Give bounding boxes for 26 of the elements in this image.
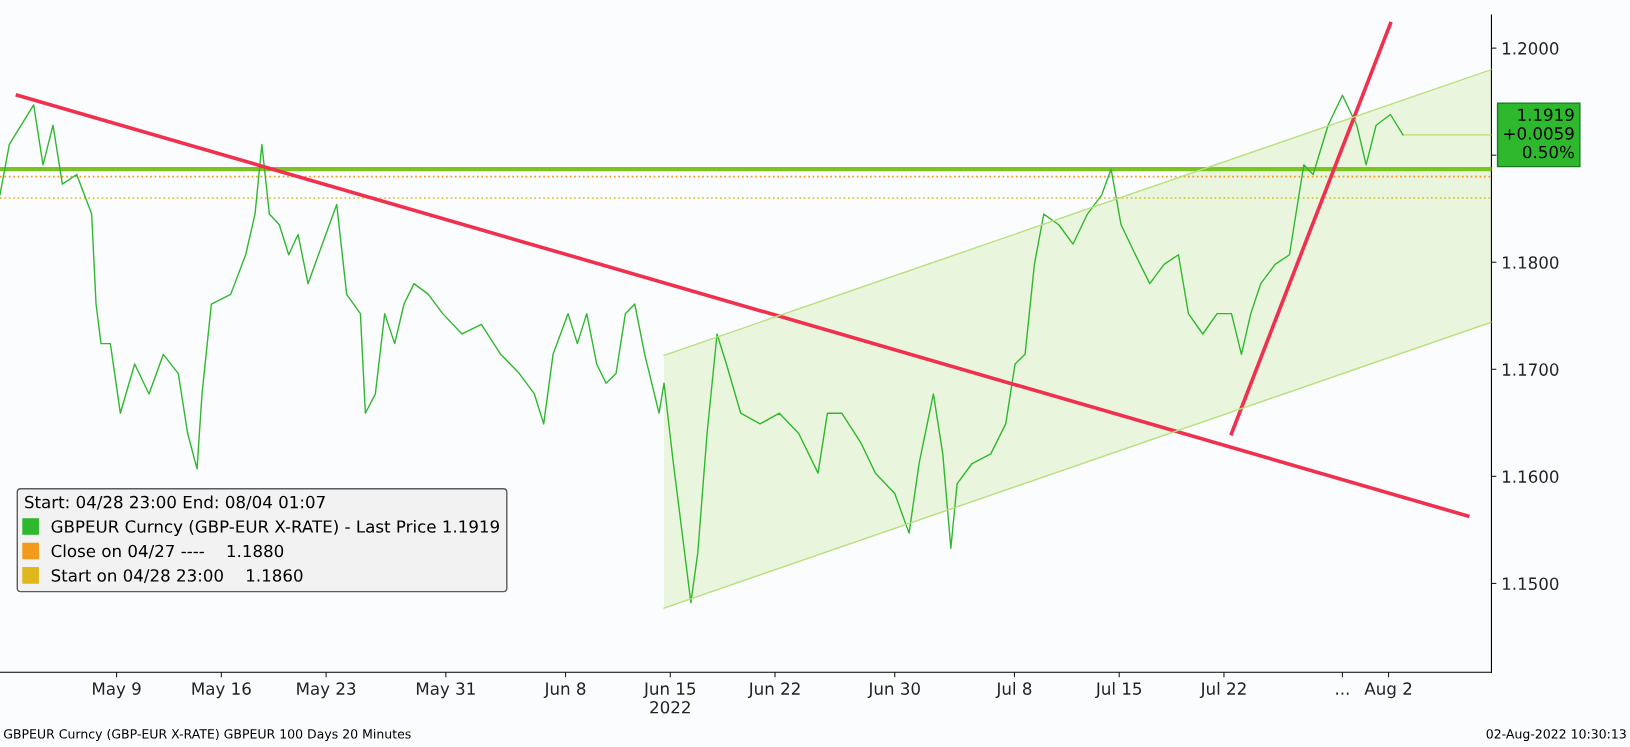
x-tick-label: Jul 22 <box>1199 682 1246 699</box>
legend-label: Start on 04/28 23:00 1.1860 <box>51 569 303 584</box>
y-tick-label: 1.2000 <box>1503 42 1559 55</box>
line-series <box>0 94 1404 604</box>
x-tick-label: Jun 8 <box>543 682 586 699</box>
x-tick-label: ... <box>1336 692 1349 695</box>
legend-label: Close on 04/27 ---- 1.1880 <box>51 544 284 559</box>
x-tick-label: May 16 <box>192 682 251 699</box>
x-tick-label: May 23 <box>297 682 356 699</box>
legend-label: GBPEUR Curncy (GBP-EUR X-RATE) - Last Price 1.1919 <box>51 519 499 537</box>
legend-title: Start: 04/28 23:00 End: 08/04 01:07 <box>25 495 325 510</box>
y-tick-label: 1.1700 <box>1503 363 1559 376</box>
x-tick-label: May 31 <box>416 682 475 699</box>
x-tick-label: Jul 8 <box>995 682 1032 699</box>
y-tick-label: 1.1800 <box>1503 256 1559 269</box>
x-tick-label: Aug 2 <box>1364 682 1412 699</box>
x-tick-label: Jun 22 <box>747 682 800 699</box>
annotation: 1.1919 +0.0059 0.50% <box>1504 108 1574 159</box>
x-tick-label: Jul 15 <box>1095 682 1142 699</box>
x-tick-label: Jun 15 2022 <box>643 682 696 714</box>
x-tick-label: Jun 30 <box>867 682 920 699</box>
text: 02-Aug-2022 10:30:13 <box>1486 729 1626 742</box>
y-tick-label: 1.1500 <box>1503 577 1559 591</box>
text: GBPEUR Curncy (GBP-EUR X-RATE) GBPEUR 100 Days 20 Minutes <box>3 728 411 742</box>
x-tick-label: May 9 <box>93 682 141 699</box>
y-tick-label: 1.1600 <box>1503 470 1559 483</box>
